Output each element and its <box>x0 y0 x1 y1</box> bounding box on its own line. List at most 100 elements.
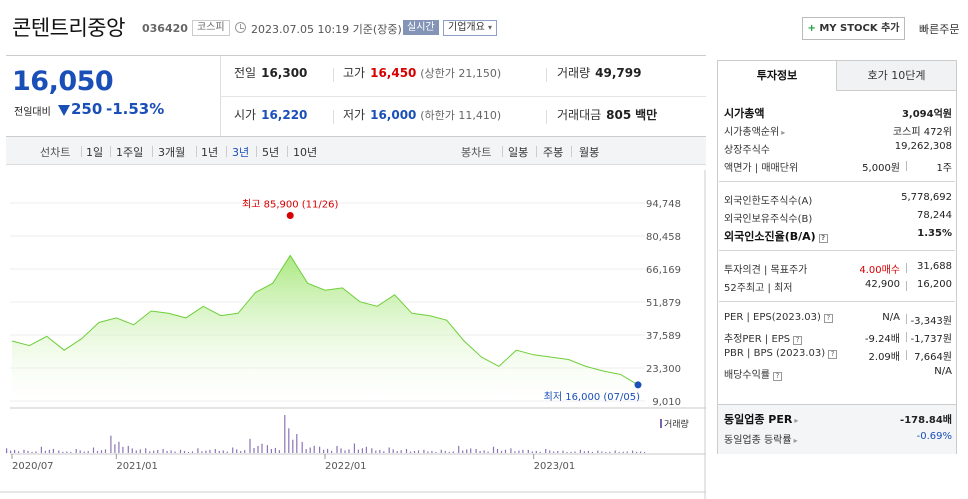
volume-bar <box>579 449 581 453</box>
volume-bar <box>66 451 68 453</box>
period-10y[interactable]: 10년 <box>293 146 318 159</box>
quick-order-link[interactable]: 빠른주문 <box>919 23 960 36</box>
per-eps-row: PER | EPS(2023.03)? N/A -3,343원 <box>724 312 952 327</box>
candle-daily[interactable]: 일봉 <box>508 146 529 159</box>
volume-bar <box>83 451 85 453</box>
volume-bar <box>587 450 589 453</box>
volume-bar <box>261 443 263 453</box>
volume-bar <box>253 448 255 453</box>
volume-bar <box>274 447 276 453</box>
volume-bar <box>145 448 147 454</box>
volume-bar <box>514 451 516 453</box>
volume-bar <box>296 434 298 453</box>
y-tick-label: 94,748 <box>646 199 681 210</box>
divider <box>546 110 547 124</box>
market-badge: 코스피 <box>192 20 230 36</box>
tab-investment-info[interactable]: 투자정보 <box>718 61 837 91</box>
volume-bar <box>292 439 294 453</box>
volume-bar <box>170 450 172 453</box>
volume-bar <box>331 450 333 453</box>
volume-bar <box>396 451 398 453</box>
volume-bar <box>353 443 355 453</box>
volume-bar <box>135 450 137 453</box>
volume-bar <box>174 451 176 453</box>
pbr-bps-row: PBR | BPS (2023.03)? 2.09배 7,664원 <box>724 348 952 363</box>
price-chart[interactable]: 94,748 80,458 66,169 51,879 37,589 23,300 9,01… <box>0 170 706 499</box>
min-label: 최저 16,000 (07/05) <box>544 391 640 403</box>
period-3y[interactable]: 3년 <box>232 146 250 159</box>
volume-bar <box>557 451 559 453</box>
industry-change-row: 동일업종 등락률 ▸ -0.69% <box>724 431 952 446</box>
realtime-button[interactable]: 실시간 <box>403 20 439 35</box>
volume-bar <box>500 450 503 453</box>
help-icon[interactable]: ? <box>793 336 803 345</box>
foreign-hold-row: 외국인보유주식수(B) 78,244 <box>724 210 952 225</box>
volume-bar <box>70 452 72 453</box>
x-tick-label: 2021/01 <box>116 461 158 472</box>
change-label: 전일대비 <box>14 107 51 118</box>
volume-bar <box>270 449 272 453</box>
volume-bar <box>487 451 489 453</box>
stock-code: 036420 <box>142 22 188 35</box>
period-1y[interactable]: 1년 <box>201 146 219 159</box>
min-point <box>634 381 642 389</box>
volume-bar <box>236 449 238 453</box>
volume-bar <box>379 449 381 453</box>
volume-bar <box>288 428 290 453</box>
divider <box>333 68 334 82</box>
volume-bar <box>183 450 186 453</box>
volume-bar <box>470 448 472 453</box>
volume-bar <box>609 451 611 453</box>
volume-bar <box>162 449 164 453</box>
caret-right-icon: ▸ <box>781 128 786 137</box>
volume-bar <box>222 450 224 453</box>
volume-bar <box>278 450 280 453</box>
help-icon[interactable]: ? <box>773 372 782 381</box>
volume-bar <box>388 447 390 453</box>
volume-bar <box>539 451 541 453</box>
volume-bar <box>340 448 342 453</box>
y-tick-label: 66,169 <box>646 265 681 276</box>
volume-bar <box>479 451 481 453</box>
period-1w[interactable]: 1주일 <box>116 146 144 159</box>
volume-bar <box>197 448 199 454</box>
price-area <box>12 255 638 401</box>
help-icon[interactable]: ? <box>818 234 828 243</box>
volume-bar <box>309 447 311 453</box>
volume-bar <box>452 451 454 453</box>
period-3m[interactable]: 3개월 <box>158 146 186 159</box>
max-label: 최고 85,900 (11/26) <box>242 199 338 211</box>
volume-bar <box>305 449 307 453</box>
volume-bar <box>570 451 572 453</box>
volume-bar <box>417 450 420 453</box>
volume-bar <box>79 450 81 453</box>
corp-info-dropdown[interactable]: 기업개요 ▾ <box>443 20 498 36</box>
volume-bar <box>110 435 112 453</box>
price-line <box>11 254 639 386</box>
candle-monthly[interactable]: 월봉 <box>579 146 600 159</box>
volume-bar <box>475 449 477 453</box>
help-icon[interactable]: ? <box>828 350 838 359</box>
volume-bar <box>31 451 33 453</box>
volume-bar <box>226 451 228 453</box>
volume-bar <box>371 448 373 454</box>
volume-bar <box>440 449 442 453</box>
industry-per-row: 동일업종 PER ▸ -178.84배 <box>724 413 952 426</box>
period-5y[interactable]: 5년 <box>262 146 280 159</box>
tab-order-book[interactable]: 호가 10단계 <box>837 61 956 91</box>
volume-bar <box>562 450 564 453</box>
help-icon[interactable]: ? <box>823 314 833 323</box>
period-1d[interactable]: 1일 <box>86 146 104 159</box>
volume-bar <box>504 449 507 453</box>
volume-bar <box>301 441 303 453</box>
volume-bar <box>240 451 242 453</box>
my-stock-add-button[interactable]: + MY STOCK 추가 <box>802 17 905 40</box>
volume-bar <box>413 451 416 453</box>
volume-bar <box>327 448 329 453</box>
volume-bar <box>96 451 99 453</box>
chart-period-bar: 선차트 1일 1주일 3개월 1년 3년 5년 10년 봉차트 일봉 주봉 월봉 <box>6 137 706 165</box>
volume-bar <box>27 450 29 453</box>
volume-bar <box>153 450 155 453</box>
x-tick-label: 2022/01 <box>325 461 367 472</box>
candle-weekly[interactable]: 주봉 <box>543 146 564 159</box>
